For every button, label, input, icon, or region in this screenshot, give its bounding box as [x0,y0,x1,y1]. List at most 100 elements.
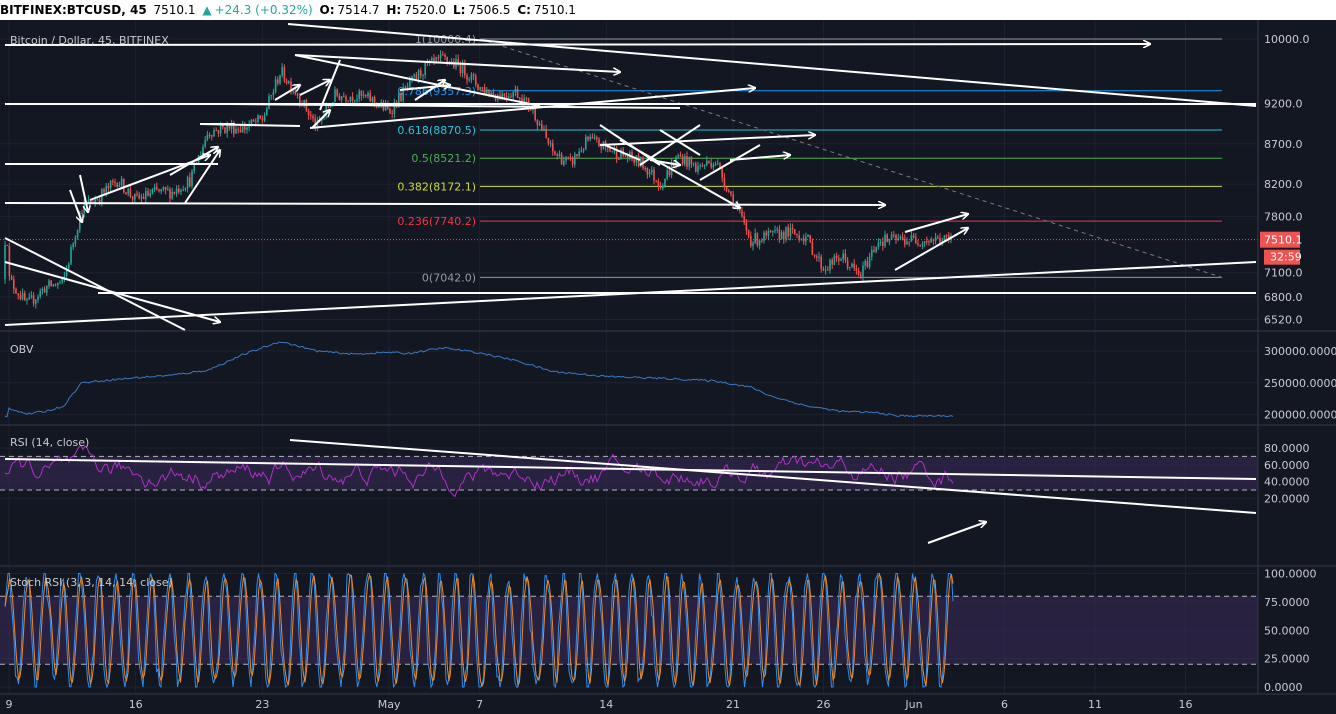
candle-body [354,100,356,102]
candle-body [585,136,587,150]
drawn-arrow[interactable] [69,189,82,222]
candle-body [813,255,816,257]
drawn-arrow[interactable] [299,80,330,96]
drawn-arrow[interactable] [904,214,968,233]
candle-body [334,89,336,103]
candle-body [411,76,413,79]
candle-body [692,163,695,165]
candle-body [681,156,684,165]
high-value: 7520.0 [404,3,447,17]
candle-body [662,186,664,189]
price-axis[interactable]: 10000.0 9200.0 8700.0 8200.0 7800.0 7100.0 680… [1260,33,1336,694]
candle-body [886,234,888,243]
candle-body [417,70,420,79]
candle-body [851,263,853,268]
symbol-title[interactable]: BITFINEX:BTCUSD, 45 [0,3,147,17]
candle-body [129,188,132,197]
candle-body [442,54,444,56]
candle-body [609,147,611,152]
candle-body [862,265,864,277]
fibonacci-retracement[interactable]: 1(10000.4)0.786(9357.3)0.618(8870.5)0.5(… [397,33,1223,284]
candle-body [655,180,657,182]
candle-body [50,280,52,287]
candle-body [466,75,468,80]
drawn-trend-line[interactable] [599,124,661,166]
candle-body [860,274,862,277]
candle-body [840,259,842,261]
candle-body [63,276,66,278]
drawn-arrow[interactable] [79,174,88,212]
time-axis-label: 7 [476,698,483,711]
drawn-arrow[interactable] [169,147,218,176]
candle-body [879,241,882,243]
fib-level-label: 0.618(8870.5) [397,124,476,137]
candle-body [345,96,347,101]
drawn-arrow[interactable] [599,135,815,146]
drawn-trend-line[interactable] [4,458,1257,480]
candle-body [558,154,561,156]
candle-body [611,151,613,153]
candle-body [189,177,191,187]
candle-body [105,186,107,193]
candle-body [52,284,55,287]
price-axis-label: 7100.0 [1264,267,1303,280]
drawn-arrow[interactable] [894,228,968,271]
candle-body [162,187,165,190]
drawn-trend-line[interactable] [294,54,541,107]
drawn-trend-line[interactable] [659,129,701,156]
candle-body [552,143,554,152]
trend-drawings[interactable] [4,23,1257,544]
drawn-arrow[interactable] [294,54,620,72]
drawn-arrow[interactable] [4,44,1150,45]
candle-body [255,121,257,123]
candle-body [703,165,706,167]
candle-body [472,74,475,76]
candle-body [490,92,492,96]
candle-body [574,154,576,165]
candle-body [109,181,112,188]
candle-body [281,67,283,76]
fib-level-label: 0.382(8172.1) [397,180,476,193]
candle-body [235,128,237,134]
candle-body [112,181,114,183]
pane-titles: Bitcoin / Dollar, 45, BITFINEX OBV RSI (14… [10,34,173,589]
candle-body [299,95,301,104]
candle-body [43,288,46,293]
candle-body [939,237,941,244]
candle-body [32,295,35,304]
drawn-arrow[interactable] [927,522,986,544]
drawn-trend-line[interactable] [699,144,761,181]
drawn-arrow[interactable] [184,150,220,204]
candle-body [915,237,917,244]
time-axis-label: 16 [1179,698,1193,711]
drawn-arrow[interactable] [729,155,790,161]
candle-body [787,226,789,237]
drawn-arrow[interactable] [4,261,220,322]
drawn-arrow[interactable] [274,85,300,101]
drawn-trend-line[interactable] [4,237,186,331]
candle-body [369,92,371,102]
high-label: H: [386,3,402,17]
drawn-trend-line[interactable] [604,144,641,161]
candle-body [818,256,820,258]
drawn-trend-line[interactable] [287,23,1257,107]
drawn-arrow[interactable] [414,80,445,101]
drawn-arrow[interactable] [309,88,755,129]
drawn-arrow[interactable] [311,110,330,129]
candle-body [169,189,171,199]
candle-body [829,259,831,271]
drawn-trend-line[interactable] [289,439,1257,514]
candle-body [290,81,292,92]
candle-body [802,238,805,242]
candle-body [589,136,591,140]
candle-body [39,290,41,297]
chart-area[interactable]: 1(10000.4)0.786(9357.3)0.618(8870.5)0.5(… [0,20,1336,714]
drawn-arrow[interactable] [649,159,680,165]
drawn-trend-line[interactable] [229,103,681,109]
candle-body [76,229,79,238]
candle-body [246,127,248,130]
time-axis[interactable]: 9 16 23 May 7 14 21 26 Jun 6 11 16 [6,698,1193,711]
price-axis-label: 200000.0000 [1264,409,1336,422]
drawn-trend-line[interactable] [319,59,341,111]
fib-trend-line[interactable] [479,38,1223,278]
